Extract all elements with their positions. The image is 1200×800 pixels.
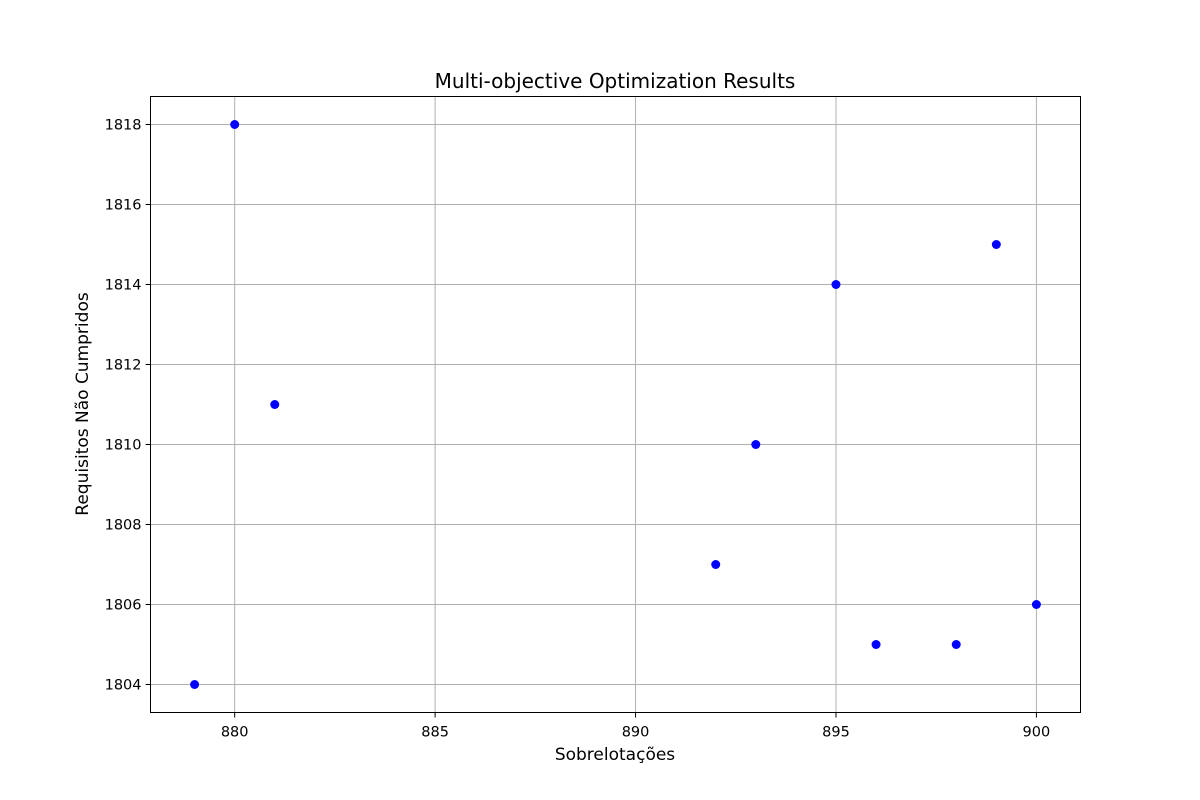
y-tick-label: 1808 bbox=[105, 518, 142, 534]
data-point bbox=[871, 640, 881, 649]
x-axis-label: Sobrelotações bbox=[555, 745, 675, 765]
x-tick-label: 895 bbox=[822, 725, 850, 741]
data-point bbox=[270, 400, 280, 409]
y-tick-label: 1816 bbox=[105, 198, 142, 214]
y-axis-label: Requisitos Não Cumpridos bbox=[73, 292, 93, 516]
y-tick-label: 1812 bbox=[105, 358, 142, 374]
data-point bbox=[831, 280, 841, 289]
data-point bbox=[230, 120, 240, 129]
data-points bbox=[190, 120, 1041, 689]
plot-frame bbox=[150, 96, 1081, 713]
x-tick-label: 900 bbox=[1023, 725, 1051, 741]
data-point bbox=[991, 240, 1001, 249]
y-tick-label: 1806 bbox=[105, 598, 142, 614]
data-point bbox=[711, 560, 721, 569]
data-point bbox=[190, 680, 200, 689]
data-point bbox=[1031, 600, 1041, 609]
x-tick-label: 880 bbox=[221, 725, 249, 741]
data-point bbox=[951, 640, 961, 649]
y-tick-label: 1814 bbox=[105, 278, 142, 294]
data-point bbox=[751, 440, 761, 449]
chart-title: Multi-objective Optimization Results bbox=[435, 69, 796, 93]
y-tick-label: 1810 bbox=[105, 438, 142, 454]
y-tick-label: 1818 bbox=[105, 118, 142, 134]
x-tick-label: 885 bbox=[421, 725, 449, 741]
axis-ticks: 880 885 890 895 900 1804 1806 1808 1810 1812 1814 1… bbox=[105, 118, 1051, 741]
y-tick-label: 1804 bbox=[105, 678, 142, 694]
grid-lines bbox=[150, 96, 1081, 713]
x-tick-label: 890 bbox=[622, 725, 650, 741]
